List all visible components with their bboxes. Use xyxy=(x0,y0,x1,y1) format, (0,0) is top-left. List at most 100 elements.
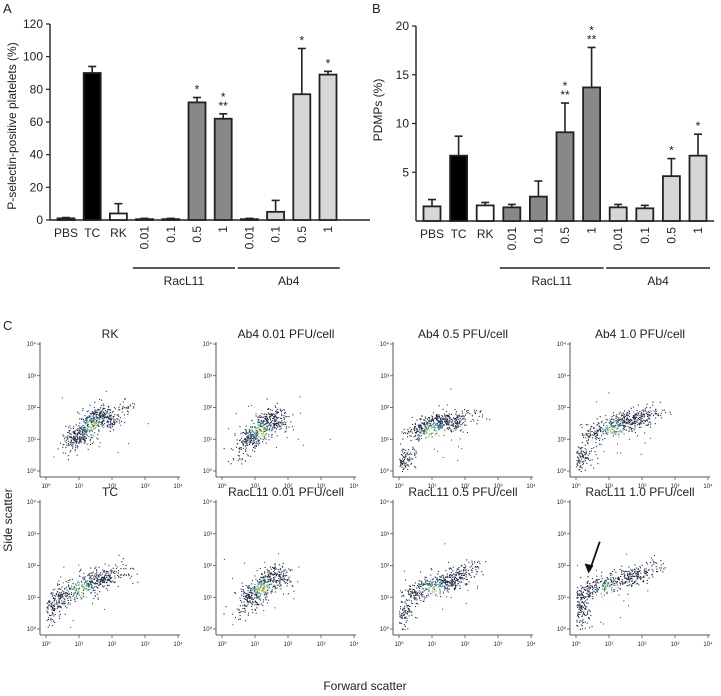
data-point xyxy=(651,574,653,576)
data-point xyxy=(75,583,77,585)
data-point xyxy=(244,598,247,600)
data-point xyxy=(578,617,580,619)
data-point xyxy=(661,417,663,419)
data-point xyxy=(101,421,103,423)
data-point xyxy=(110,419,113,421)
data-point xyxy=(420,427,422,429)
data-point xyxy=(73,432,75,434)
data-point xyxy=(416,594,418,596)
data-point xyxy=(64,613,66,615)
data-point xyxy=(272,574,274,576)
data-point xyxy=(86,431,88,433)
data-point xyxy=(84,581,86,583)
data-point xyxy=(267,571,269,573)
x-tick-label: 10⁴ xyxy=(526,483,536,490)
data-point xyxy=(469,566,471,568)
data-point xyxy=(274,563,276,565)
data-point xyxy=(117,585,119,587)
data-point xyxy=(595,438,597,440)
data-point xyxy=(586,582,588,585)
data-point xyxy=(410,588,412,590)
data-point xyxy=(472,567,474,569)
data-point xyxy=(645,411,647,413)
data-point xyxy=(238,609,240,611)
data-point xyxy=(410,431,412,433)
data-point xyxy=(223,613,225,615)
data-point xyxy=(646,574,648,576)
x-tick-label: 10⁰ xyxy=(571,641,581,648)
data-point xyxy=(579,594,582,596)
data-point xyxy=(618,423,620,425)
data-point xyxy=(621,417,623,419)
data-point xyxy=(399,465,401,467)
data-point xyxy=(260,593,262,595)
data-point xyxy=(586,592,588,594)
data-point xyxy=(72,444,74,446)
data-point xyxy=(430,433,432,435)
data-point xyxy=(489,418,491,420)
data-point xyxy=(52,613,54,615)
data-point xyxy=(474,411,476,413)
data-point xyxy=(264,593,266,595)
data-point xyxy=(408,605,411,607)
data-point xyxy=(256,596,258,598)
data-point xyxy=(618,417,620,419)
data-point xyxy=(604,583,606,585)
data-point xyxy=(428,581,430,583)
data-point xyxy=(441,417,443,419)
data-point xyxy=(263,434,266,436)
data-point xyxy=(664,411,667,414)
data-point xyxy=(275,581,277,583)
data-point xyxy=(248,443,251,446)
data-point xyxy=(629,579,631,581)
data-point xyxy=(441,575,443,577)
data-point xyxy=(431,569,433,571)
data-point xyxy=(643,570,645,572)
data-point xyxy=(652,404,654,406)
data-point xyxy=(89,574,91,576)
data-point xyxy=(614,426,616,428)
data-point xyxy=(118,554,120,556)
category-label: 0.01 xyxy=(242,226,256,250)
data-point xyxy=(581,607,583,609)
data-point xyxy=(275,411,277,413)
data-point xyxy=(600,443,602,445)
data-point xyxy=(617,421,619,424)
data-point xyxy=(425,587,427,589)
data-point xyxy=(88,429,90,431)
data-point xyxy=(87,426,89,428)
data-point xyxy=(456,584,458,586)
data-point xyxy=(609,427,611,429)
data-point xyxy=(418,584,420,586)
data-point xyxy=(247,603,249,605)
data-point xyxy=(299,396,301,398)
data-point xyxy=(283,575,285,577)
x-tick-label: 10³ xyxy=(317,484,326,490)
data-point xyxy=(239,605,241,607)
data-point xyxy=(476,585,478,587)
data-point xyxy=(479,562,481,565)
data-point xyxy=(83,595,85,597)
x-tick-label: 10¹ xyxy=(428,484,437,490)
data-point xyxy=(271,566,274,569)
data-point xyxy=(282,423,284,426)
data-point xyxy=(414,422,416,424)
data-point xyxy=(254,604,256,606)
data-point xyxy=(244,595,246,597)
data-point xyxy=(446,582,448,584)
data-point xyxy=(268,580,270,582)
data-point xyxy=(577,564,579,566)
data-point xyxy=(50,602,52,605)
data-point xyxy=(580,611,582,613)
data-point xyxy=(438,414,440,416)
data-point xyxy=(435,418,437,420)
data-point xyxy=(437,584,439,586)
data-point xyxy=(444,586,446,588)
data-point xyxy=(406,436,409,438)
data-point xyxy=(451,584,453,586)
y-tick-label: 20 xyxy=(30,180,44,194)
data-point xyxy=(114,421,116,424)
data-point xyxy=(276,402,278,404)
data-point xyxy=(584,459,586,461)
data-point xyxy=(266,432,268,435)
